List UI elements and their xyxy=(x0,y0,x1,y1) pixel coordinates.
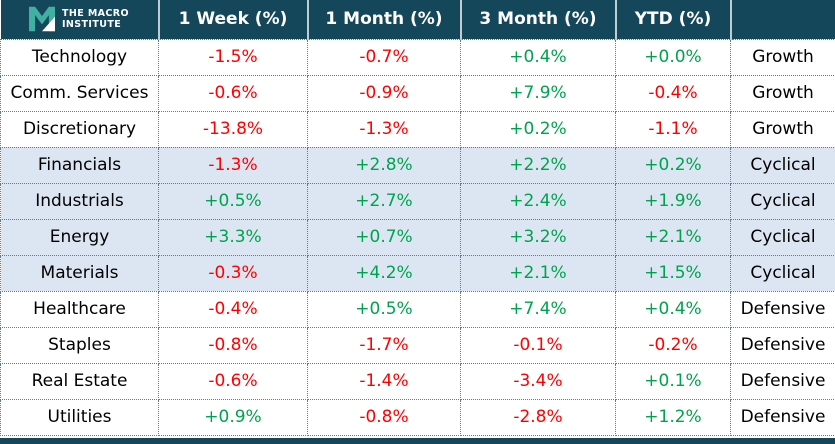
ytd-value-cell: +0.2% xyxy=(615,146,731,184)
sector-cell: Real Estate xyxy=(0,362,159,400)
ytd-value-cell: +1.9% xyxy=(615,182,731,220)
table-row: Materials -0.3% +4.2% +2.1% +1.5% Cyclical xyxy=(0,254,835,292)
month1-value-cell: -1.3% xyxy=(307,110,461,148)
month3-value-cell: +3.2% xyxy=(460,218,616,256)
category-cell: Defensive xyxy=(730,326,835,364)
table-row: Comm. Services -0.6% -0.9% +7.9% -0.4% Growth xyxy=(0,74,835,112)
month1-value-cell: -0.8% xyxy=(307,398,461,436)
month3-value-cell: +2.2% xyxy=(460,146,616,184)
table-row: Staples -0.8% -1.7% -0.1% -0.2% Defensive xyxy=(0,326,835,364)
month3-value-cell: +2.4% xyxy=(460,182,616,220)
month1-value-cell: -1.4% xyxy=(307,362,461,400)
bottom-bar xyxy=(0,437,835,444)
month3-value-cell: -0.1% xyxy=(460,326,616,364)
sector-cell: Utilities xyxy=(0,398,159,436)
category-cell: Growth xyxy=(730,38,835,76)
week1-value-cell: +3.3% xyxy=(158,218,308,256)
sector-cell: Financials xyxy=(0,146,159,184)
week1-value-cell: +0.9% xyxy=(158,398,308,436)
col-header-category xyxy=(730,0,835,39)
logo-line-2: INSTITUTE xyxy=(62,19,122,31)
ytd-value-cell: +1.2% xyxy=(615,398,731,436)
table-row: Real Estate -0.6% -1.4% -3.4% +0.1% Defensive xyxy=(0,362,835,400)
table-row: Healthcare -0.4% +0.5% +7.4% +0.4% Defensive xyxy=(0,290,835,328)
logo-line-1: THE MACRO xyxy=(62,8,129,20)
table-header: THE MACRO INSTITUTE 1 Week (%) 1 Month (… xyxy=(0,0,835,39)
month3-value-cell: +7.4% xyxy=(460,290,616,328)
ytd-value-cell: -1.1% xyxy=(615,110,731,148)
macro-institute-logo: THE MACRO INSTITUTE xyxy=(1,0,158,39)
month1-value-cell: +2.8% xyxy=(307,146,461,184)
ytd-value-cell: +0.0% xyxy=(615,38,731,76)
table-row: Discretionary -13.8% -1.3% +0.2% -1.1% Growth xyxy=(0,110,835,148)
month3-value-cell: +0.4% xyxy=(460,38,616,76)
sector-cell: Comm. Services xyxy=(0,74,159,112)
week1-value-cell: -0.8% xyxy=(158,326,308,364)
month3-value-cell: -2.8% xyxy=(460,398,616,436)
week1-value-cell: +0.5% xyxy=(158,182,308,220)
week1-value-cell: -1.5% xyxy=(158,38,308,76)
category-cell: Cyclical xyxy=(730,182,835,220)
sector-cell: Industrials xyxy=(0,182,159,220)
ytd-value-cell: +2.1% xyxy=(615,218,731,256)
month3-value-cell: +0.2% xyxy=(460,110,616,148)
sector-cell: Energy xyxy=(0,218,159,256)
sector-cell: Materials xyxy=(0,254,159,292)
table-row: Financials -1.3% +2.8% +2.2% +0.2% Cyclical xyxy=(0,146,835,184)
col-header-ytd: YTD (%) xyxy=(615,0,732,39)
ytd-value-cell: -0.4% xyxy=(615,74,731,112)
sector-cell: Discretionary xyxy=(0,110,159,148)
week1-value-cell: -13.8% xyxy=(158,110,308,148)
month1-value-cell: +4.2% xyxy=(307,254,461,292)
sector-cell: Healthcare xyxy=(0,290,159,328)
month3-value-cell: +7.9% xyxy=(460,74,616,112)
category-cell: Defensive xyxy=(730,290,835,328)
logo-header-cell: THE MACRO INSTITUTE xyxy=(0,0,160,39)
week1-value-cell: -0.6% xyxy=(158,74,308,112)
col-header-3-month: 3 Month (%) xyxy=(460,0,617,39)
week1-value-cell: -0.6% xyxy=(158,362,308,400)
logo-m-icon xyxy=(29,7,55,32)
ytd-value-cell: +1.5% xyxy=(615,254,731,292)
week1-value-cell: -1.3% xyxy=(158,146,308,184)
category-cell: Cyclical xyxy=(730,218,835,256)
category-cell: Defensive xyxy=(730,398,835,436)
table-row: Utilities +0.9% -0.8% -2.8% +1.2% Defensive xyxy=(0,398,835,436)
ytd-value-cell: -0.2% xyxy=(615,326,731,364)
category-cell: Growth xyxy=(730,110,835,148)
table-row: Technology -1.5% -0.7% +0.4% +0.0% Growth xyxy=(0,38,835,76)
category-cell: Growth xyxy=(730,74,835,112)
month1-value-cell: -1.7% xyxy=(307,326,461,364)
table-row: Industrials +0.5% +2.7% +2.4% +1.9% Cyclical xyxy=(0,182,835,220)
header-row: THE MACRO INSTITUTE 1 Week (%) 1 Month (… xyxy=(0,0,835,39)
ytd-value-cell: +0.4% xyxy=(615,290,731,328)
month3-value-cell: -3.4% xyxy=(460,362,616,400)
table-body: Technology -1.5% -0.7% +0.4% +0.0% Growth Comm… xyxy=(0,38,835,436)
month1-value-cell: +0.7% xyxy=(307,218,461,256)
month1-value-cell: -0.7% xyxy=(307,38,461,76)
sector-cell: Technology xyxy=(0,38,159,76)
logo-text: THE MACRO INSTITUTE xyxy=(62,8,129,30)
month1-value-cell: +0.5% xyxy=(307,290,461,328)
month1-value-cell: -0.9% xyxy=(307,74,461,112)
month1-value-cell: +2.7% xyxy=(307,182,461,220)
col-header-1-week: 1 Week (%) xyxy=(158,0,309,39)
category-cell: Defensive xyxy=(730,362,835,400)
category-cell: Cyclical xyxy=(730,254,835,292)
week1-value-cell: -0.4% xyxy=(158,290,308,328)
table-row: Energy +3.3% +0.7% +3.2% +2.1% Cyclical xyxy=(0,218,835,256)
ytd-value-cell: +0.1% xyxy=(615,362,731,400)
category-cell: Cyclical xyxy=(730,146,835,184)
month3-value-cell: +2.1% xyxy=(460,254,616,292)
col-header-1-month: 1 Month (%) xyxy=(307,0,462,39)
week1-value-cell: -0.3% xyxy=(158,254,308,292)
sector-cell: Staples xyxy=(0,326,159,364)
